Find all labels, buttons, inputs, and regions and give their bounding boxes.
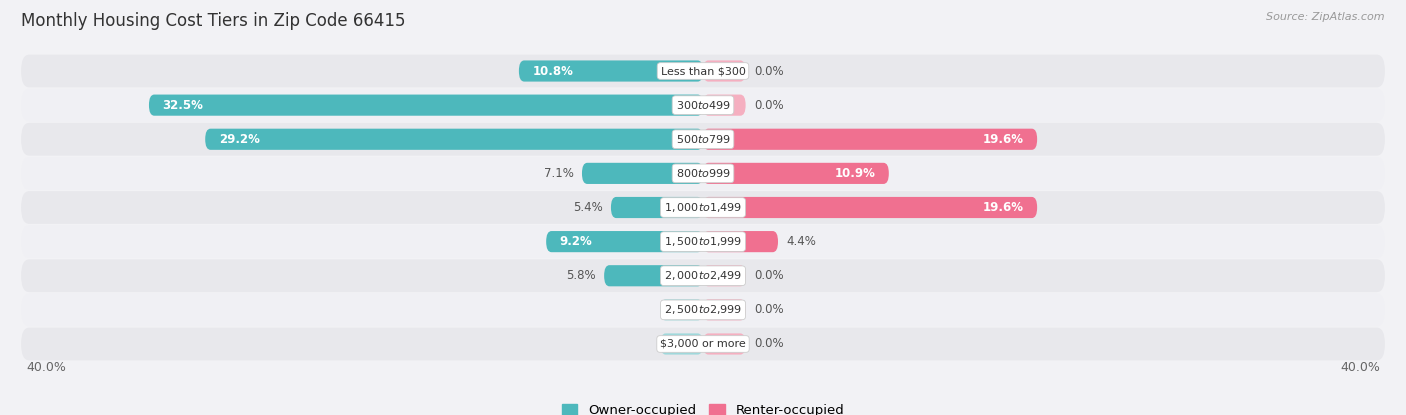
FancyBboxPatch shape	[582, 163, 703, 184]
FancyBboxPatch shape	[612, 197, 703, 218]
Text: Monthly Housing Cost Tiers in Zip Code 66415: Monthly Housing Cost Tiers in Zip Code 6…	[21, 12, 405, 30]
FancyBboxPatch shape	[703, 197, 1038, 218]
Text: 0.0%: 0.0%	[665, 337, 695, 351]
Text: 9.2%: 9.2%	[560, 235, 592, 248]
FancyBboxPatch shape	[519, 61, 703, 82]
FancyBboxPatch shape	[703, 333, 745, 354]
FancyBboxPatch shape	[21, 225, 1385, 258]
Text: 10.8%: 10.8%	[533, 64, 574, 78]
Text: 19.6%: 19.6%	[983, 201, 1024, 214]
Text: 0.0%: 0.0%	[754, 303, 783, 316]
Text: 5.8%: 5.8%	[567, 269, 596, 282]
FancyBboxPatch shape	[205, 129, 703, 150]
Text: 40.0%: 40.0%	[27, 361, 66, 374]
Text: $1,000 to $1,499: $1,000 to $1,499	[664, 201, 742, 214]
FancyBboxPatch shape	[21, 259, 1385, 292]
FancyBboxPatch shape	[21, 123, 1385, 156]
FancyBboxPatch shape	[605, 265, 703, 286]
FancyBboxPatch shape	[703, 231, 778, 252]
Text: $800 to $999: $800 to $999	[675, 167, 731, 179]
Legend: Owner-occupied, Renter-occupied: Owner-occupied, Renter-occupied	[557, 398, 849, 415]
FancyBboxPatch shape	[21, 293, 1385, 326]
Text: $500 to $799: $500 to $799	[675, 133, 731, 145]
Text: $2,500 to $2,999: $2,500 to $2,999	[664, 303, 742, 316]
Text: Less than $300: Less than $300	[661, 66, 745, 76]
FancyBboxPatch shape	[703, 61, 745, 82]
Text: 0.0%: 0.0%	[665, 303, 695, 316]
Text: 5.4%: 5.4%	[572, 201, 602, 214]
FancyBboxPatch shape	[703, 129, 1038, 150]
Text: $300 to $499: $300 to $499	[675, 99, 731, 111]
Text: 0.0%: 0.0%	[754, 64, 783, 78]
FancyBboxPatch shape	[21, 327, 1385, 360]
FancyBboxPatch shape	[21, 55, 1385, 88]
Text: 32.5%: 32.5%	[163, 99, 204, 112]
Text: $1,500 to $1,999: $1,500 to $1,999	[664, 235, 742, 248]
FancyBboxPatch shape	[661, 299, 703, 320]
Text: $2,000 to $2,499: $2,000 to $2,499	[664, 269, 742, 282]
FancyBboxPatch shape	[703, 95, 745, 116]
Text: 0.0%: 0.0%	[754, 337, 783, 351]
Text: 4.4%: 4.4%	[786, 235, 817, 248]
Text: 7.1%: 7.1%	[544, 167, 574, 180]
Text: 0.0%: 0.0%	[754, 99, 783, 112]
Text: 0.0%: 0.0%	[754, 269, 783, 282]
Text: 40.0%: 40.0%	[1340, 361, 1379, 374]
FancyBboxPatch shape	[703, 299, 745, 320]
Text: 10.9%: 10.9%	[834, 167, 875, 180]
FancyBboxPatch shape	[21, 89, 1385, 122]
FancyBboxPatch shape	[703, 265, 745, 286]
FancyBboxPatch shape	[21, 157, 1385, 190]
FancyBboxPatch shape	[661, 333, 703, 354]
FancyBboxPatch shape	[546, 231, 703, 252]
Text: 29.2%: 29.2%	[219, 133, 260, 146]
Text: Source: ZipAtlas.com: Source: ZipAtlas.com	[1267, 12, 1385, 22]
Text: $3,000 or more: $3,000 or more	[661, 339, 745, 349]
FancyBboxPatch shape	[703, 163, 889, 184]
FancyBboxPatch shape	[21, 191, 1385, 224]
FancyBboxPatch shape	[149, 95, 703, 116]
Text: 19.6%: 19.6%	[983, 133, 1024, 146]
